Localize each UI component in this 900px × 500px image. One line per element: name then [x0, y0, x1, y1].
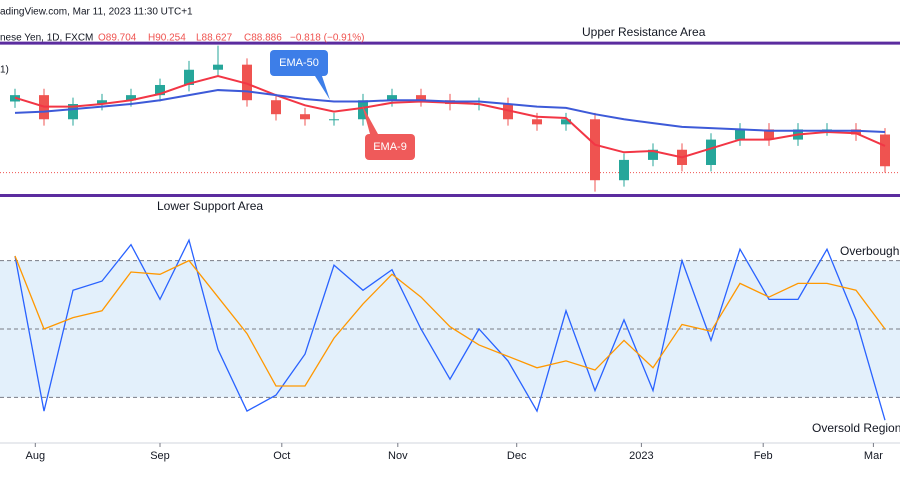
candle-body — [590, 119, 600, 181]
ema50-pointer — [315, 76, 330, 100]
candle-body — [126, 95, 136, 101]
price-panel — [0, 41, 900, 197]
candle-body — [387, 95, 397, 101]
x-tick-label: Sep — [150, 450, 170, 462]
ema50-label: EMA-50 — [279, 57, 319, 69]
ema50-callout — [270, 50, 328, 76]
candle-body — [242, 64, 252, 101]
candle-body — [851, 129, 861, 135]
high: H90.254 — [148, 33, 186, 44]
change: −0.818 (−0.91%) — [290, 33, 365, 44]
candle-body — [358, 100, 368, 120]
candle-body — [271, 100, 281, 115]
site-stamp: adingView.com, Mar 11, 2023 11:30 UTC+1 — [0, 7, 193, 18]
oscillator-panel: Aug Sep Oct Nov Dec 2023 Feb Mar — [0, 238, 900, 462]
candle-body — [880, 134, 890, 167]
x-tick-label: 2023 — [629, 450, 653, 462]
resistance-label: Upper Resistance Area — [582, 25, 706, 39]
symbol: nese Yen, 1D, FXCM — [0, 33, 93, 44]
candle-body — [184, 69, 194, 85]
candle-body — [532, 119, 542, 125]
open: O89.704 — [98, 33, 137, 44]
candle-body — [706, 139, 716, 165]
candle-body — [213, 64, 223, 70]
candle-body — [648, 149, 658, 160]
candle-body — [416, 95, 426, 101]
candle-body — [329, 119, 339, 121]
candle-body — [619, 159, 629, 181]
candle-body — [764, 129, 774, 140]
ema-line — [14, 89, 886, 133]
x-tick-label: Mar — [864, 450, 883, 462]
x-tick-label: Nov — [388, 450, 408, 462]
candle-body — [300, 114, 310, 120]
overbought-label: Overbough — [840, 244, 899, 258]
ema9-pointer — [362, 105, 378, 134]
close: C88.886 — [244, 33, 282, 44]
x-tick-label: Dec — [507, 450, 527, 462]
x-tick-label: Oct — [273, 450, 290, 462]
low: L88.627 — [196, 33, 233, 44]
candle-body — [68, 104, 78, 120]
ema-line — [14, 75, 886, 159]
oversold-label: Oversold Region — [812, 421, 900, 435]
x-tick-label: Aug — [26, 450, 46, 462]
oscillator-line — [14, 255, 886, 387]
study-label: 1) — [0, 65, 9, 76]
candle-body — [735, 129, 745, 140]
candle-body — [503, 104, 513, 120]
support-label: Lower Support Area — [157, 199, 263, 213]
candle-body — [155, 84, 165, 96]
ema9-label: EMA-9 — [373, 141, 407, 153]
oscillator-line — [14, 238, 886, 421]
x-tick-label: Feb — [754, 450, 773, 462]
candle-body — [561, 119, 571, 125]
candle-body — [97, 100, 107, 105]
ema9-callout — [365, 134, 415, 160]
